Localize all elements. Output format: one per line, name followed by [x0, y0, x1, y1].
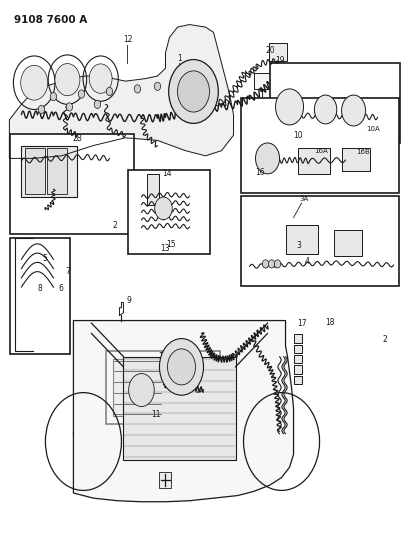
Text: 5: 5 — [42, 254, 47, 263]
Circle shape — [159, 338, 203, 395]
Text: 20: 20 — [266, 46, 275, 55]
Bar — [25, 148, 45, 195]
Text: 16A: 16A — [315, 148, 328, 154]
Bar — [293, 365, 302, 374]
Text: 19: 19 — [275, 56, 284, 65]
Bar — [293, 334, 302, 343]
Circle shape — [21, 66, 48, 100]
Bar — [334, 230, 362, 256]
Bar — [128, 170, 210, 254]
Text: 17: 17 — [298, 319, 307, 328]
Bar — [298, 148, 330, 174]
Bar — [106, 351, 220, 424]
Bar — [241, 196, 399, 286]
Text: 2: 2 — [382, 335, 387, 344]
Circle shape — [66, 103, 73, 111]
Text: 15: 15 — [167, 240, 176, 249]
Bar — [342, 148, 369, 171]
Circle shape — [106, 87, 113, 95]
Text: 7: 7 — [65, 267, 70, 276]
Text: 2B: 2B — [72, 134, 82, 143]
Text: 3A: 3A — [299, 196, 309, 202]
Circle shape — [129, 374, 154, 407]
Bar — [159, 472, 171, 488]
Circle shape — [274, 260, 281, 268]
Circle shape — [275, 89, 304, 125]
Bar — [254, 74, 277, 89]
Circle shape — [50, 93, 57, 101]
Text: 18: 18 — [326, 318, 335, 327]
Bar — [10, 238, 70, 354]
Bar — [10, 134, 134, 234]
Bar — [47, 148, 67, 195]
Bar — [113, 359, 162, 416]
Text: 9108 7600 A: 9108 7600 A — [14, 14, 87, 25]
Circle shape — [155, 197, 172, 220]
Text: 2A: 2A — [196, 387, 205, 394]
Text: 6: 6 — [59, 284, 64, 293]
Text: 10A: 10A — [367, 126, 381, 132]
Text: 11: 11 — [151, 410, 160, 419]
Circle shape — [342, 95, 366, 126]
Circle shape — [262, 260, 269, 268]
Text: 3: 3 — [296, 241, 301, 251]
Text: 4: 4 — [305, 257, 310, 266]
Text: 9: 9 — [126, 295, 131, 304]
Circle shape — [78, 90, 85, 98]
Text: 2: 2 — [113, 221, 118, 230]
Circle shape — [178, 71, 210, 112]
Circle shape — [94, 100, 101, 108]
Circle shape — [154, 82, 161, 91]
Circle shape — [314, 95, 337, 124]
Text: 13: 13 — [160, 244, 169, 253]
Text: 14: 14 — [163, 169, 172, 179]
Circle shape — [256, 143, 279, 174]
Bar — [293, 376, 302, 384]
Circle shape — [55, 63, 80, 96]
Circle shape — [134, 85, 141, 93]
Polygon shape — [9, 25, 233, 158]
Text: 16: 16 — [255, 168, 264, 177]
Circle shape — [169, 60, 218, 124]
Text: 1: 1 — [177, 54, 182, 62]
Text: 16B: 16B — [357, 149, 370, 155]
Bar — [123, 357, 236, 459]
Text: 10: 10 — [158, 352, 168, 361]
Bar — [274, 99, 298, 115]
Circle shape — [38, 106, 45, 114]
Circle shape — [89, 64, 112, 93]
Bar — [286, 225, 318, 254]
Circle shape — [268, 260, 275, 268]
Bar — [148, 174, 159, 205]
Polygon shape — [74, 320, 293, 502]
Bar — [270, 63, 399, 143]
Text: 12: 12 — [123, 35, 132, 44]
Text: 10: 10 — [293, 131, 302, 140]
Bar — [241, 98, 399, 193]
Bar — [21, 146, 77, 197]
Circle shape — [167, 349, 196, 385]
Bar — [261, 89, 286, 104]
Bar — [293, 345, 302, 353]
Text: 8: 8 — [38, 284, 43, 293]
Bar — [293, 355, 302, 364]
Bar — [269, 43, 287, 61]
